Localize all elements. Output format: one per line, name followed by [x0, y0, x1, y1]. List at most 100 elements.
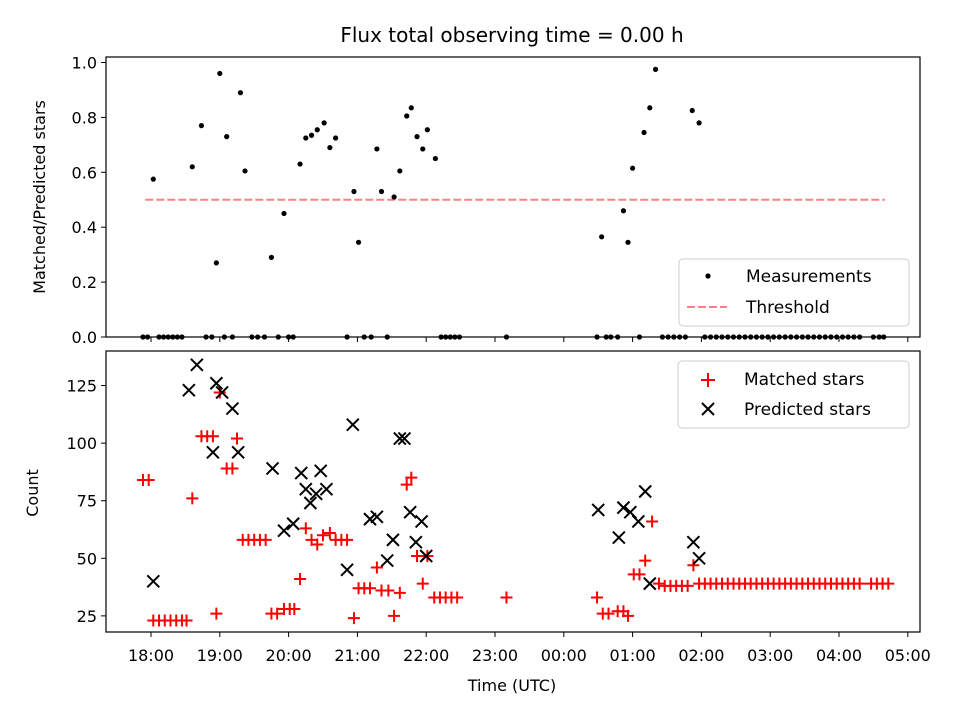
measurement-point	[503, 334, 510, 340]
predicted-star-point	[409, 535, 423, 549]
measurement-point	[384, 334, 390, 340]
measurement-point	[297, 161, 303, 167]
measurement-point	[249, 334, 255, 340]
measurement-point	[140, 334, 146, 340]
matched-star-point	[323, 526, 336, 539]
measurement-point	[881, 334, 887, 340]
matched-star-point	[416, 577, 429, 590]
matched-star-point	[639, 554, 652, 567]
x-tick-label: 22:00	[403, 646, 449, 665]
measurement-point	[793, 334, 800, 340]
matched-star-point	[681, 579, 694, 592]
top-y-axis-label: Matched/Predicted stars	[30, 100, 49, 294]
measurement-point	[834, 334, 840, 340]
matched-star-point	[411, 549, 424, 562]
measurement-point	[641, 129, 647, 136]
predicted-star-point	[380, 553, 394, 568]
predicted-star-point	[370, 510, 384, 524]
measurement-point	[261, 334, 268, 340]
x-tick-label: 20:00	[266, 646, 312, 665]
top-legend: Measurements Threshold	[678, 258, 910, 327]
measurement-point	[725, 334, 731, 340]
legend-threshold-label: Threshold	[745, 298, 830, 318]
measurement-point	[719, 334, 725, 340]
predicted-star-point	[265, 461, 280, 476]
measurement-point	[189, 164, 195, 170]
measurement-point	[845, 334, 851, 340]
legend-predicted-marker	[701, 402, 715, 416]
top-y-tick-label: 1.0	[72, 53, 97, 72]
bottom-y-tick-label: 25	[77, 607, 97, 626]
measurement-point	[665, 334, 671, 340]
measurement-point	[599, 234, 605, 240]
matched-star-point	[271, 607, 284, 620]
measurement-point	[713, 334, 719, 340]
measurement-point	[361, 334, 367, 340]
measurement-point	[368, 334, 374, 340]
measurement-point	[594, 334, 600, 340]
top-y-tick-label: 0.2	[72, 273, 97, 292]
measurement-point	[391, 194, 397, 200]
predicted-star-point	[225, 401, 240, 416]
measurement-point	[696, 120, 702, 126]
predicted-star-point	[346, 417, 360, 432]
matched-star-point	[633, 568, 646, 581]
predicted-star-point	[419, 549, 433, 563]
measurement-point	[851, 334, 857, 340]
matched-star-point	[288, 602, 301, 615]
top-legend-frame	[678, 258, 910, 327]
matched-star-point	[500, 591, 513, 604]
matched-star-point	[311, 538, 324, 551]
measurement-point	[420, 146, 426, 152]
measurement-point	[452, 334, 458, 340]
measurement-point	[443, 334, 449, 340]
bottom-x-ticks: 18:00 19:00 20:00 21:00 22:00 23:00 00:00 01:00…	[128, 632, 931, 665]
x-tick-label: 21:00	[334, 646, 380, 665]
matched-star-point	[210, 607, 223, 620]
measurement-point	[748, 334, 754, 340]
measurement-point	[351, 188, 357, 195]
top-y-tick-label: 0.4	[72, 218, 97, 237]
predicted-star-point	[190, 358, 204, 372]
measurement-point	[424, 127, 430, 133]
predicted-star-point	[209, 376, 224, 390]
measurement-point	[782, 334, 788, 340]
x-tick-label: 03:00	[747, 646, 793, 665]
measurement-point	[229, 334, 236, 340]
bottom-axes-frame	[105, 350, 921, 633]
measurement-point	[839, 334, 846, 340]
predicted-star-point	[386, 533, 400, 547]
measurement-point	[776, 334, 782, 340]
predicted-star-point	[309, 487, 323, 501]
measurement-point	[707, 334, 714, 340]
measurement-point	[652, 66, 659, 72]
measurement-point	[213, 260, 219, 266]
measurement-point	[876, 334, 882, 340]
matched-star-point	[186, 492, 199, 505]
measurement-point	[671, 334, 677, 340]
measurement-point	[144, 334, 151, 340]
measurement-point	[179, 334, 185, 340]
matched-star-point	[370, 561, 383, 574]
top-y-tick-label: 0.6	[72, 163, 97, 182]
matched-star-point	[259, 533, 272, 546]
predicted-star-point	[643, 576, 657, 591]
top-axes-frame	[105, 56, 921, 338]
x-tick-label: 23:00	[472, 646, 518, 665]
predicted-star-point	[215, 385, 229, 400]
matched-star-point	[687, 559, 700, 572]
measurement-point	[333, 135, 339, 141]
measurement-point	[217, 70, 223, 77]
measurement-point	[165, 334, 171, 340]
x-axis-label: Time (UTC)	[467, 676, 556, 695]
measurement-point	[432, 155, 438, 162]
bottom-y-tick-label: 125	[66, 377, 97, 396]
measurement-point	[608, 334, 614, 340]
measurement-point	[397, 168, 403, 174]
measurement-point	[816, 334, 823, 340]
matched-star-point	[388, 609, 401, 622]
predicted-star-point	[631, 514, 646, 529]
measurement-point	[730, 334, 737, 340]
predicted-star-point	[231, 445, 245, 460]
